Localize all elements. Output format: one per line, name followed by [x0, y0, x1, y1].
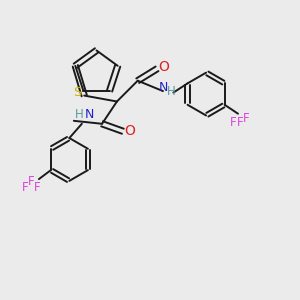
Text: F: F	[237, 116, 243, 128]
Text: F: F	[230, 116, 237, 128]
Text: O: O	[124, 124, 135, 138]
Text: H: H	[75, 108, 83, 122]
Text: F: F	[28, 175, 35, 188]
Text: F: F	[22, 182, 29, 194]
Text: N: N	[158, 81, 168, 94]
Text: H: H	[167, 85, 176, 98]
Text: N: N	[85, 108, 94, 122]
Text: S: S	[73, 86, 82, 99]
Text: F: F	[243, 112, 250, 124]
Text: F: F	[34, 181, 41, 194]
Text: O: O	[158, 60, 169, 74]
